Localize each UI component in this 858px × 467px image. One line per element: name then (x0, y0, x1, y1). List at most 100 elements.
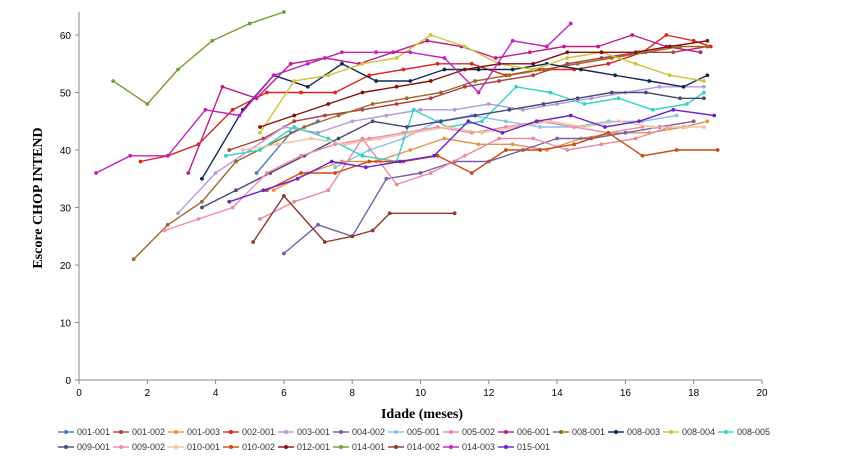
series-004-002 (282, 119, 696, 256)
legend-label: 009-001 (77, 442, 110, 452)
legend-label: 008-003 (627, 427, 660, 437)
data-point (237, 113, 242, 118)
series-line (283, 120, 694, 255)
data-point (340, 61, 344, 66)
data-point (473, 79, 478, 83)
data-point (94, 171, 98, 175)
legend-item: 005-001 (388, 427, 440, 437)
legend-swatch-marker (229, 430, 233, 434)
data-point (176, 67, 180, 72)
legend: 001-001 001-002 001-003 002-001 003-001 004-0… (58, 427, 770, 452)
x-tick-label: 14 (552, 388, 564, 399)
data-point (210, 38, 215, 43)
data-point (565, 50, 570, 55)
data-point (575, 61, 580, 66)
data-point (599, 50, 604, 55)
data-point (603, 125, 607, 129)
data-point (674, 113, 679, 118)
legend-swatch-marker (339, 445, 343, 449)
legend-item: 001-003 (168, 427, 220, 437)
series-line (95, 22, 572, 174)
data-point (162, 228, 167, 233)
data-point (633, 50, 638, 55)
data-point (370, 102, 375, 106)
data-point (432, 153, 437, 158)
data-point (555, 136, 559, 141)
data-point (428, 33, 433, 37)
data-point (377, 136, 382, 141)
legend-item: 009-001 (58, 442, 110, 452)
data-point (404, 96, 409, 101)
series-014-001 (111, 10, 286, 106)
data-point (671, 107, 676, 112)
data-point (637, 119, 641, 124)
data-point (288, 61, 293, 66)
data-point (514, 84, 519, 89)
data-point (336, 136, 341, 141)
legend-item: 008-005 (718, 427, 770, 437)
data-point (480, 119, 484, 124)
legend-swatch-marker (174, 430, 178, 434)
legend-label: 001-002 (132, 427, 165, 437)
data-point (702, 79, 706, 83)
data-point (302, 125, 307, 129)
axes: 0 2 4 6 8 10 12 14 16 18 20 0 10 20 30 40 50 60 (60, 12, 768, 399)
series-012-001 (258, 38, 710, 129)
x-tick-label: 10 (415, 388, 427, 399)
data-point (350, 234, 355, 239)
data-point (503, 119, 508, 124)
data-point (616, 96, 621, 101)
legend-item: 006-001 (498, 427, 550, 437)
legend-swatch-marker (504, 430, 508, 434)
legend-swatch-marker (64, 430, 68, 434)
data-point (258, 148, 262, 152)
series-009-001 (200, 90, 706, 210)
data-point (531, 73, 536, 78)
legend-swatch-marker (284, 445, 288, 449)
data-point (292, 113, 297, 118)
series-010-002 (264, 130, 720, 193)
legend-label: 010-002 (242, 442, 275, 452)
data-point (326, 136, 331, 141)
data-point (336, 113, 341, 118)
data-point (292, 125, 297, 129)
data-point (609, 56, 614, 60)
data-point (404, 125, 409, 129)
legend-item: 001-001 (58, 427, 110, 437)
legend-item: 012-001 (278, 442, 330, 452)
data-point (486, 102, 491, 106)
y-tick-label: 60 (60, 31, 72, 42)
legend-label: 014-002 (407, 442, 440, 452)
data-point (401, 67, 406, 72)
data-point (360, 153, 365, 158)
legend-label: 005-002 (462, 427, 495, 437)
data-point (411, 107, 416, 112)
data-point (374, 50, 379, 55)
legend-item: 010-001 (168, 442, 220, 452)
data-point (667, 73, 672, 78)
data-point (398, 159, 402, 164)
data-point (326, 188, 331, 193)
data-point (503, 148, 508, 152)
data-point (705, 73, 710, 78)
data-point (541, 102, 546, 106)
data-point (462, 67, 467, 72)
data-point (442, 67, 447, 72)
data-point (476, 67, 481, 72)
data-point (712, 113, 717, 118)
data-point (305, 84, 310, 89)
legend-item: 001-002 (113, 427, 165, 437)
data-point (340, 50, 344, 55)
data-point (548, 119, 553, 124)
legend-swatch-marker (449, 445, 453, 449)
series-line (201, 63, 708, 180)
series-line (133, 45, 708, 260)
legend-swatch-marker (449, 430, 453, 434)
data-point (367, 159, 372, 164)
data-point (254, 171, 259, 175)
data-point (186, 171, 191, 175)
data-point (497, 79, 501, 83)
data-point (476, 142, 481, 147)
data-point (408, 79, 413, 83)
legend-label: 001-003 (187, 427, 220, 437)
